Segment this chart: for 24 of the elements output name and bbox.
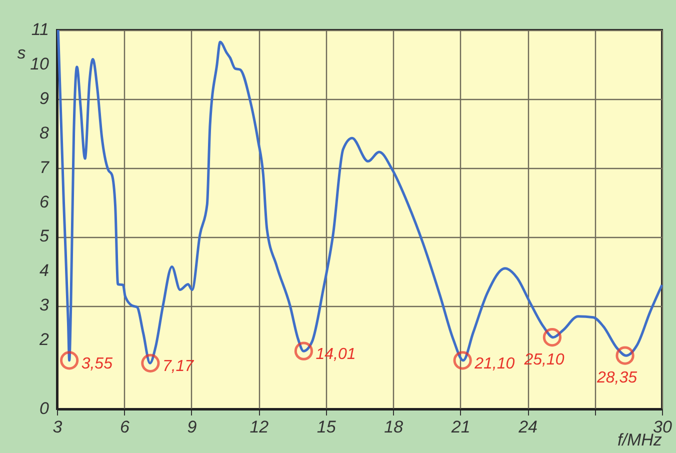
x-tick-label: 12: [250, 418, 270, 436]
annotation: 21,10: [474, 355, 515, 372]
y-tick-label: 6: [40, 192, 50, 212]
annotation: 3,55: [81, 355, 113, 372]
y-tick-label: 11: [31, 20, 49, 39]
y-tick-label: 7: [40, 158, 50, 177]
x-tick-label: 30: [653, 418, 672, 436]
y-tick-label: 10: [30, 54, 50, 74]
x-tick-label: 24: [518, 418, 538, 436]
y-tick-label: 8: [40, 123, 50, 142]
annotation: 28,35: [596, 370, 638, 387]
x-tick-label: 6: [120, 418, 130, 436]
y-tick-label: 3: [40, 296, 50, 315]
x-tick-label: 18: [384, 418, 404, 436]
y-tick-label: 9: [40, 88, 50, 108]
x-tick-label: 21: [450, 418, 470, 436]
y-tick-label: 2: [38, 330, 50, 350]
x-tick-label: 15: [316, 418, 336, 436]
y-tick-label: 0: [40, 399, 50, 418]
x-tick-label: 9: [187, 418, 198, 436]
y-axis-title: s: [17, 44, 26, 62]
x-tick-label: 3: [52, 418, 63, 436]
y-tick-label: 5: [40, 226, 50, 246]
y-tick-label: 4: [40, 261, 49, 280]
